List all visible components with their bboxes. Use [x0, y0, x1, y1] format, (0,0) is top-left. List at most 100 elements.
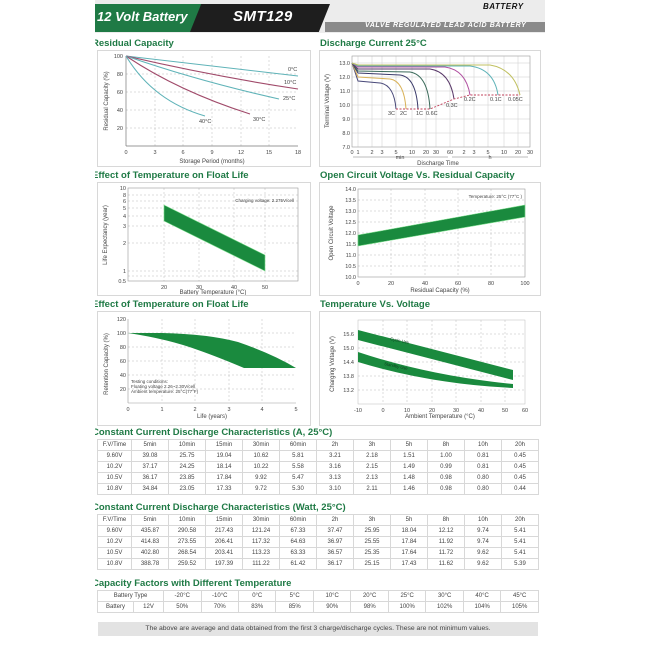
section-title-residual: Residual Capacity [95, 38, 174, 49]
header-green-band [95, 4, 205, 32]
svg-text:11.5: 11.5 [346, 242, 356, 248]
svg-text:Temperature: 25°C (77°C ): Temperature: 25°C (77°C ) [469, 194, 523, 199]
svg-text:30: 30 [196, 285, 202, 291]
header-banner: 12 Volt Battery SMT129 VALVE REGULATED L… [95, 0, 545, 33]
svg-text:Residual Capacity (%): Residual Capacity (%) [410, 288, 469, 294]
chart-ocv-residual: Temperature: 25°C (77°C ) 14.0 13.5 13.0 12… [319, 182, 541, 296]
svg-text:10°C: 10°C [284, 80, 296, 86]
svg-text:0.1C: 0.1C [490, 97, 502, 103]
svg-text:60: 60 [447, 150, 453, 156]
footer-note: The above are average and data obtained … [98, 622, 538, 636]
svg-text:40°C: 40°C [199, 119, 211, 125]
svg-text:3: 3 [472, 150, 475, 156]
svg-text:50: 50 [502, 408, 508, 414]
svg-text:Storage Period (months): Storage Period (months) [179, 159, 244, 165]
svg-text:20: 20 [117, 126, 123, 132]
header-subtitle: VALVE REGULATED LEAD ACID BATTERY [365, 22, 527, 29]
svg-text:12: 12 [238, 150, 244, 156]
svg-text:20: 20 [429, 408, 435, 414]
section-title-float-life: Effect of Temperature on Float Life [95, 170, 249, 181]
svg-text:Discharge Time: Discharge Time [417, 161, 459, 166]
svg-text:14.4: 14.4 [343, 360, 354, 366]
svg-text:12.5: 12.5 [345, 220, 356, 226]
header-title: 12 Volt Battery [97, 9, 188, 24]
svg-text:20: 20 [161, 285, 167, 291]
svg-text:10: 10 [409, 150, 415, 156]
svg-text:11.0: 11.0 [340, 89, 350, 95]
table-discharge-amp: F.V/Time 5min 10min 15min 30min 60min 2h 3h … [97, 439, 539, 495]
svg-text:1: 1 [123, 269, 126, 275]
svg-text:1: 1 [356, 150, 359, 156]
svg-text:0: 0 [350, 150, 353, 156]
svg-text:3: 3 [227, 407, 230, 413]
svg-text:40: 40 [478, 408, 484, 414]
svg-text:0°C: 0°C [288, 67, 297, 73]
svg-text:6: 6 [181, 150, 184, 156]
svg-text:14.0: 14.0 [345, 187, 356, 193]
svg-text:Retention Capacity (%): Retention Capacity (%) [104, 333, 110, 395]
svg-text:Terminal Voltage (V): Terminal Voltage (V) [325, 74, 331, 128]
svg-text:Battery Temperature (°C): Battery Temperature (°C) [180, 290, 247, 295]
svg-text:6: 6 [123, 199, 126, 205]
section-title-ocv: Open Circuit Voltage Vs. Residual Capaci… [320, 170, 515, 181]
svg-text:40: 40 [120, 373, 126, 379]
svg-text:5: 5 [394, 150, 397, 156]
table-row: 9.60V 39.08 25.75 19.04 10.62 5.81 3.21 2.18… [97, 450, 539, 462]
svg-text:Cycle Use: Cycle Use [390, 336, 410, 345]
chart-retention-capacity: Testing conditions: Floating voltage 2.2… [97, 311, 311, 426]
svg-text:1: 1 [160, 407, 163, 413]
chart-discharge-current: 3C 2C 1C 0.6C 0.3C 0.2C 0.1C 0.05C 13.0 12.0 11… [319, 50, 541, 167]
svg-text:0: 0 [124, 150, 127, 156]
svg-text:2: 2 [123, 241, 126, 247]
svg-text:100: 100 [114, 54, 123, 60]
svg-text:40: 40 [117, 108, 123, 114]
svg-text:0.3C: 0.3C [446, 103, 458, 109]
svg-text:Life (years): Life (years) [197, 414, 227, 420]
svg-text:4: 4 [123, 214, 126, 220]
header-black-band [190, 4, 330, 32]
svg-text:20: 20 [388, 281, 394, 287]
svg-text:2: 2 [462, 150, 465, 156]
svg-text:60: 60 [117, 90, 123, 96]
chart-residual-capacity: 0°C 10°C 25°C 30°C 40°C 100 80 60 40 20 0 3 6… [97, 50, 311, 167]
section-title-float-life-2: Effect of Temperature on Float Life [95, 299, 249, 310]
svg-text:18: 18 [295, 150, 301, 156]
section-title-capacity-factors: Capacity Factors with Different Temperat… [95, 578, 292, 589]
svg-text:3: 3 [153, 150, 156, 156]
svg-text:Ambient Temperature (°C): Ambient Temperature (°C) [405, 414, 475, 420]
svg-text:7.0: 7.0 [342, 145, 350, 151]
svg-text:30: 30 [453, 408, 459, 414]
svg-text:Ambient temperature: 25°C(77°F: Ambient temperature: 25°C(77°F) [131, 389, 199, 394]
svg-text:0.5: 0.5 [118, 279, 126, 285]
svg-text:15.6: 15.6 [343, 332, 354, 338]
svg-text:20: 20 [423, 150, 429, 156]
svg-text:0: 0 [126, 407, 129, 413]
table-row: 9.60V 435.87 290.58 217.43 121.24 67.33 37.… [97, 525, 539, 537]
table-row: 10.2V 414.83 273.55 206.41 117.32 64.63 36.… [97, 536, 539, 548]
svg-text:60: 60 [455, 281, 461, 287]
svg-text:3: 3 [380, 150, 383, 156]
svg-text:25°C: 25°C [283, 96, 295, 102]
svg-text:Charging Voltage (V): Charging Voltage (V) [330, 336, 336, 392]
svg-text:20: 20 [515, 150, 521, 156]
svg-text:12.0: 12.0 [339, 75, 350, 81]
svg-text:h: h [488, 155, 491, 161]
svg-text:30°C: 30°C [253, 117, 265, 123]
section-title-temp-voltage: Temperature Vs. Voltage [320, 299, 430, 310]
svg-text:10.0: 10.0 [339, 103, 350, 109]
svg-text:100: 100 [520, 281, 529, 287]
svg-text:40: 40 [231, 285, 237, 291]
svg-text:13.8: 13.8 [343, 374, 354, 380]
svg-text:Residual Capacity (%): Residual Capacity (%) [104, 71, 110, 130]
svg-text:5: 5 [294, 407, 297, 413]
svg-text:4: 4 [260, 407, 263, 413]
model-number: SMT129 [233, 8, 293, 25]
svg-text:120: 120 [117, 317, 126, 323]
section-title-discharge: Discharge Current 25°C [320, 38, 427, 49]
svg-text:30: 30 [433, 150, 439, 156]
svg-text:10.5: 10.5 [345, 264, 356, 270]
svg-text:10: 10 [501, 150, 507, 156]
svg-text:2: 2 [193, 407, 196, 413]
table-row: 10.8V 34.84 23.05 17.33 9.72 5.30 3.10 2.11 … [97, 483, 539, 495]
svg-text:Floating voltage 2.26~2.30V/ce: Floating voltage 2.26~2.30V/cell [131, 384, 195, 389]
